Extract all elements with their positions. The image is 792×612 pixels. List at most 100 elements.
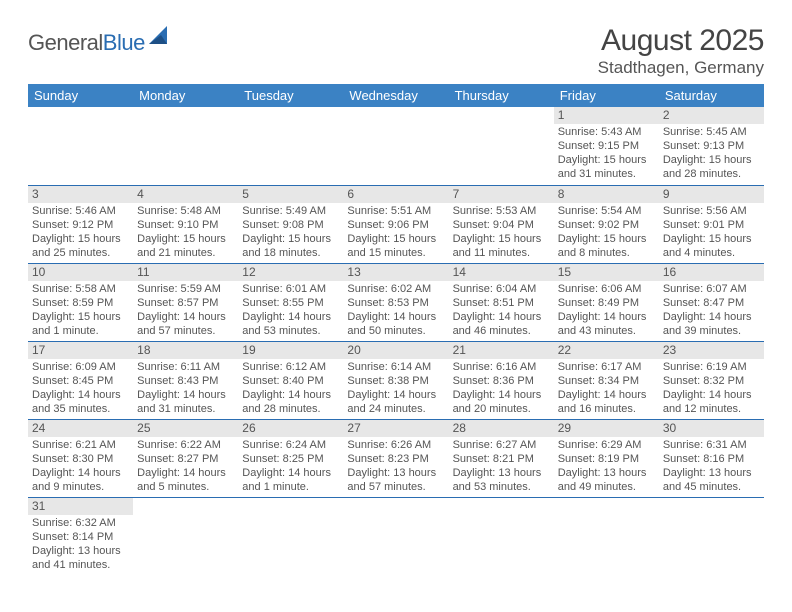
calendar-day-cell: 11Sunrise: 5:59 AMSunset: 8:57 PMDayligh…: [133, 263, 238, 341]
sunrise-text: Sunrise: 6:21 AM: [32, 438, 129, 452]
weekday-header: Saturday: [659, 84, 764, 107]
daylight-text: Daylight: 14 hours: [242, 388, 339, 402]
daylight-text: and 45 minutes.: [663, 480, 760, 494]
daylight-text: and 9 minutes.: [32, 480, 129, 494]
calendar-day-cell: 28Sunrise: 6:27 AMSunset: 8:21 PMDayligh…: [449, 419, 554, 497]
day-details: Sunrise: 6:26 AMSunset: 8:23 PMDaylight:…: [343, 437, 448, 496]
month-title: August 2025: [598, 24, 764, 58]
day-details: Sunrise: 6:24 AMSunset: 8:25 PMDaylight:…: [238, 437, 343, 496]
daylight-text: Daylight: 15 hours: [32, 310, 129, 324]
daylight-text: Daylight: 13 hours: [558, 466, 655, 480]
calendar-body: 1Sunrise: 5:43 AMSunset: 9:15 PMDaylight…: [28, 107, 764, 575]
sunrise-text: Sunrise: 6:16 AM: [453, 360, 550, 374]
day-details: Sunrise: 6:02 AMSunset: 8:53 PMDaylight:…: [343, 281, 448, 340]
daylight-text: Daylight: 14 hours: [32, 466, 129, 480]
calendar-day-cell: 13Sunrise: 6:02 AMSunset: 8:53 PMDayligh…: [343, 263, 448, 341]
day-details: Sunrise: 6:29 AMSunset: 8:19 PMDaylight:…: [554, 437, 659, 496]
sunrise-text: Sunrise: 5:56 AM: [663, 204, 760, 218]
sunrise-text: Sunrise: 5:59 AM: [137, 282, 234, 296]
day-details: Sunrise: 5:48 AMSunset: 9:10 PMDaylight:…: [133, 203, 238, 262]
calendar-day-cell: 5Sunrise: 5:49 AMSunset: 9:08 PMDaylight…: [238, 185, 343, 263]
daylight-text: Daylight: 15 hours: [558, 232, 655, 246]
daylight-text: Daylight: 13 hours: [347, 466, 444, 480]
sunrise-text: Sunrise: 6:29 AM: [558, 438, 655, 452]
calendar-empty-cell: [554, 497, 659, 575]
day-details: Sunrise: 6:16 AMSunset: 8:36 PMDaylight:…: [449, 359, 554, 418]
sunset-text: Sunset: 8:25 PM: [242, 452, 339, 466]
daylight-text: and 57 minutes.: [137, 324, 234, 338]
daylight-text: Daylight: 14 hours: [137, 388, 234, 402]
daylight-text: and 18 minutes.: [242, 246, 339, 260]
day-number: 16: [659, 264, 764, 281]
sunset-text: Sunset: 9:01 PM: [663, 218, 760, 232]
weekday-header: Thursday: [449, 84, 554, 107]
daylight-text: Daylight: 15 hours: [453, 232, 550, 246]
sunset-text: Sunset: 8:34 PM: [558, 374, 655, 388]
daylight-text: Daylight: 14 hours: [558, 310, 655, 324]
calendar-day-cell: 30Sunrise: 6:31 AMSunset: 8:16 PMDayligh…: [659, 419, 764, 497]
calendar-day-cell: 17Sunrise: 6:09 AMSunset: 8:45 PMDayligh…: [28, 341, 133, 419]
title-block: August 2025 Stadthagen, Germany: [598, 24, 764, 78]
sunset-text: Sunset: 8:38 PM: [347, 374, 444, 388]
sunset-text: Sunset: 9:04 PM: [453, 218, 550, 232]
daylight-text: Daylight: 14 hours: [347, 310, 444, 324]
weekday-header: Sunday: [28, 84, 133, 107]
sunset-text: Sunset: 8:21 PM: [453, 452, 550, 466]
calendar-day-cell: 10Sunrise: 5:58 AMSunset: 8:59 PMDayligh…: [28, 263, 133, 341]
day-number: 22: [554, 342, 659, 359]
calendar-week-row: 24Sunrise: 6:21 AMSunset: 8:30 PMDayligh…: [28, 419, 764, 497]
day-number: 28: [449, 420, 554, 437]
logo-text: GeneralBlue: [28, 30, 145, 56]
daylight-text: Daylight: 14 hours: [137, 466, 234, 480]
day-number: 3: [28, 186, 133, 203]
daylight-text: and 31 minutes.: [558, 167, 655, 181]
calendar-week-row: 1Sunrise: 5:43 AMSunset: 9:15 PMDaylight…: [28, 107, 764, 185]
daylight-text: and 1 minute.: [32, 324, 129, 338]
daylight-text: and 41 minutes.: [32, 558, 129, 572]
day-number: 20: [343, 342, 448, 359]
day-details: Sunrise: 6:06 AMSunset: 8:49 PMDaylight:…: [554, 281, 659, 340]
calendar-empty-cell: [343, 107, 448, 185]
sunset-text: Sunset: 8:40 PM: [242, 374, 339, 388]
calendar-empty-cell: [343, 497, 448, 575]
calendar-empty-cell: [659, 497, 764, 575]
day-details: Sunrise: 6:17 AMSunset: 8:34 PMDaylight:…: [554, 359, 659, 418]
day-number: 23: [659, 342, 764, 359]
daylight-text: Daylight: 14 hours: [663, 310, 760, 324]
calendar-week-row: 31Sunrise: 6:32 AMSunset: 8:14 PMDayligh…: [28, 497, 764, 575]
day-number: 30: [659, 420, 764, 437]
day-number: 26: [238, 420, 343, 437]
day-number: 8: [554, 186, 659, 203]
sunset-text: Sunset: 9:12 PM: [32, 218, 129, 232]
day-details: Sunrise: 6:27 AMSunset: 8:21 PMDaylight:…: [449, 437, 554, 496]
daylight-text: and 53 minutes.: [453, 480, 550, 494]
sunrise-text: Sunrise: 5:58 AM: [32, 282, 129, 296]
daylight-text: and 1 minute.: [242, 480, 339, 494]
day-number: 6: [343, 186, 448, 203]
day-number: 11: [133, 264, 238, 281]
day-details: Sunrise: 5:46 AMSunset: 9:12 PMDaylight:…: [28, 203, 133, 262]
sunrise-text: Sunrise: 6:19 AM: [663, 360, 760, 374]
daylight-text: Daylight: 14 hours: [453, 310, 550, 324]
calendar-table: SundayMondayTuesdayWednesdayThursdayFrid…: [28, 84, 764, 575]
calendar-week-row: 3Sunrise: 5:46 AMSunset: 9:12 PMDaylight…: [28, 185, 764, 263]
page-header: GeneralBlue August 2025 Stadthagen, Germ…: [28, 24, 764, 78]
sunset-text: Sunset: 9:15 PM: [558, 139, 655, 153]
sunset-text: Sunset: 8:47 PM: [663, 296, 760, 310]
day-number: 9: [659, 186, 764, 203]
sunrise-text: Sunrise: 5:43 AM: [558, 125, 655, 139]
sunset-text: Sunset: 9:02 PM: [558, 218, 655, 232]
day-number: 27: [343, 420, 448, 437]
daylight-text: Daylight: 14 hours: [242, 310, 339, 324]
sunrise-text: Sunrise: 5:53 AM: [453, 204, 550, 218]
calendar-page: GeneralBlue August 2025 Stadthagen, Germ…: [0, 0, 792, 575]
sunrise-text: Sunrise: 6:31 AM: [663, 438, 760, 452]
day-number: 25: [133, 420, 238, 437]
sunrise-text: Sunrise: 5:51 AM: [347, 204, 444, 218]
daylight-text: and 21 minutes.: [137, 246, 234, 260]
sunrise-text: Sunrise: 6:27 AM: [453, 438, 550, 452]
sunrise-text: Sunrise: 6:17 AM: [558, 360, 655, 374]
day-number: 4: [133, 186, 238, 203]
daylight-text: Daylight: 15 hours: [558, 153, 655, 167]
calendar-week-row: 17Sunrise: 6:09 AMSunset: 8:45 PMDayligh…: [28, 341, 764, 419]
